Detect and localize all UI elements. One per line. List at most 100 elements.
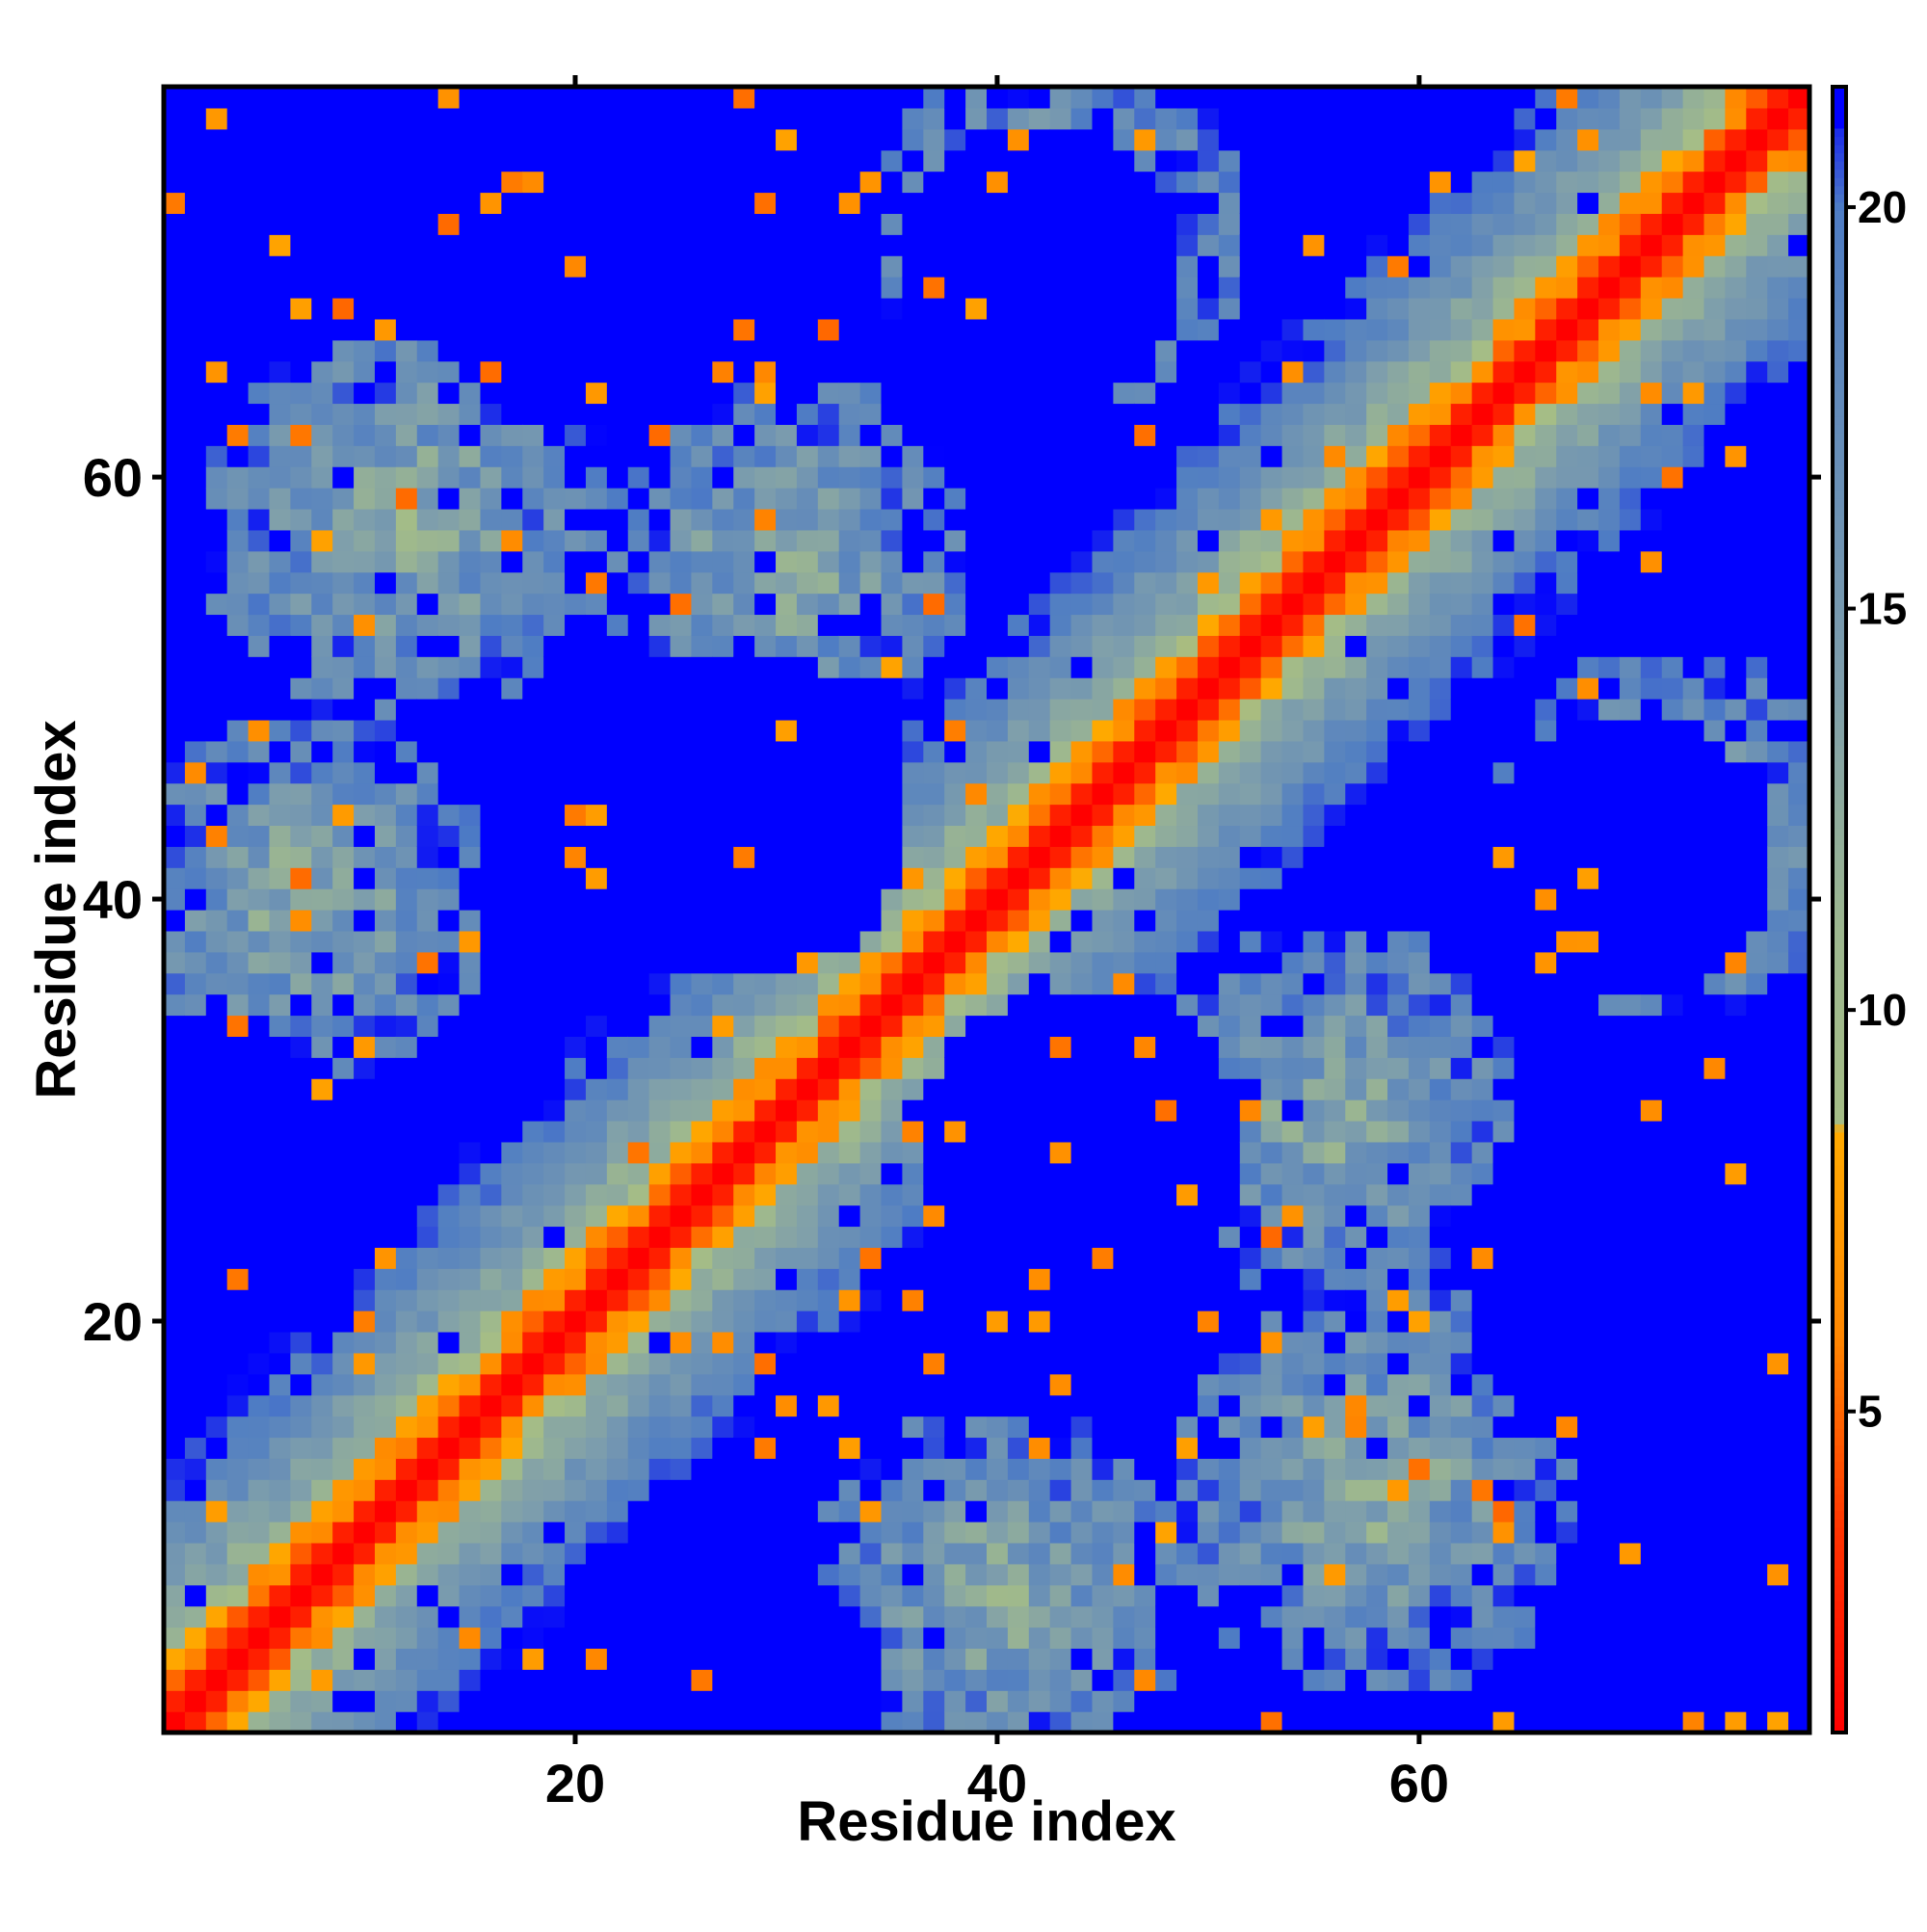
heatmap-cell [585, 593, 608, 616]
heatmap-cell [1408, 318, 1431, 341]
heatmap-cell [881, 782, 904, 806]
heatmap-cell [1049, 424, 1072, 446]
heatmap-cell [374, 910, 397, 932]
heatmap-cell [1113, 1352, 1135, 1375]
heatmap-cell [543, 867, 566, 889]
heatmap-cell [1049, 719, 1072, 742]
heatmap-cell [733, 403, 755, 425]
heatmap-cell [248, 1437, 271, 1459]
heatmap-cell [164, 1352, 186, 1375]
heatmap-cell [459, 1627, 482, 1650]
heatmap-cell [437, 867, 461, 889]
heatmap-cell [944, 403, 966, 425]
heatmap-cell [311, 593, 333, 616]
heatmap-cell [1218, 1605, 1241, 1628]
heatmap-cell [838, 1669, 861, 1691]
heatmap-cell [248, 297, 271, 320]
heatmap-cell [648, 1078, 672, 1100]
heatmap-cell [1408, 614, 1431, 636]
heatmap-cell [290, 699, 312, 721]
heatmap-cell [670, 128, 693, 151]
heatmap-cell [290, 888, 312, 911]
heatmap-cell [1070, 593, 1094, 616]
heatmap-cell [1155, 550, 1177, 573]
heatmap-cell [437, 445, 461, 467]
heatmap-cell [1176, 488, 1199, 510]
heatmap-cell [838, 1584, 861, 1607]
heatmap-cell [987, 508, 1009, 531]
heatmap-cell [1260, 719, 1283, 742]
heatmap-cell [1345, 571, 1367, 595]
heatmap-cell [416, 910, 439, 932]
heatmap-cell [1218, 1226, 1241, 1248]
heatmap-cell [480, 1669, 502, 1691]
heatmap-cell [1197, 1563, 1220, 1586]
heatmap-cell [796, 656, 819, 678]
heatmap-cell [1366, 107, 1388, 130]
heatmap-cell [1387, 213, 1410, 235]
heatmap-cell [1492, 910, 1516, 932]
heatmap-cell [1450, 972, 1473, 995]
heatmap-cell [881, 466, 904, 489]
heatmap-cell [1134, 1648, 1156, 1670]
heatmap-cell [1113, 888, 1135, 911]
heatmap-cell [1281, 1015, 1305, 1037]
heatmap-cell [1197, 1373, 1220, 1396]
heatmap-cell [459, 804, 482, 827]
heatmap-cell [1450, 699, 1473, 721]
heatmap-cell [1260, 1563, 1283, 1586]
heatmap-cell [670, 1141, 693, 1164]
heatmap-cell [1007, 910, 1030, 932]
heatmap-cell [1345, 107, 1367, 130]
heatmap-cell [691, 782, 713, 806]
heatmap-cell [522, 87, 544, 109]
heatmap-cell [796, 192, 819, 214]
heatmap-cell [290, 1458, 312, 1480]
heatmap-cell [459, 888, 482, 911]
heatmap-cell [733, 1247, 755, 1269]
heatmap-cell [965, 656, 988, 678]
heatmap-cell [902, 910, 924, 932]
heatmap-cell [332, 1331, 355, 1354]
heatmap-cell [817, 1162, 840, 1185]
heatmap-cell [164, 424, 186, 446]
heatmap-cell [796, 1183, 819, 1206]
heatmap-cell [1113, 1458, 1135, 1480]
heatmap-cell [1197, 740, 1220, 763]
heatmap-cell [1176, 213, 1199, 235]
heatmap-cell [248, 360, 271, 384]
heatmap-cell [1028, 297, 1051, 320]
heatmap-cell [248, 339, 271, 362]
heatmap-cell [648, 1394, 672, 1417]
heatmap-cell [1092, 804, 1114, 827]
heatmap-cell [1471, 740, 1494, 763]
heatmap-cell [1387, 403, 1410, 425]
heatmap-cell [205, 1542, 228, 1565]
heatmap-cell [606, 1690, 629, 1712]
heatmap-cell [1070, 1015, 1094, 1037]
heatmap-cell [902, 1162, 924, 1185]
heatmap-cell [522, 1605, 544, 1628]
heatmap-cell [585, 1141, 608, 1164]
heatmap-cell [565, 740, 587, 763]
heatmap-cell [1049, 804, 1072, 827]
heatmap-cell [565, 571, 587, 595]
heatmap-cell [184, 297, 207, 320]
heatmap-cell [480, 1394, 502, 1417]
heatmap-cell [1007, 1141, 1030, 1164]
heatmap-cell [374, 382, 397, 405]
heatmap-cell [1408, 1120, 1431, 1143]
heatmap-cell [838, 972, 861, 995]
heatmap-cell [354, 593, 376, 616]
heatmap-cell [1408, 1352, 1431, 1375]
heatmap-cell [522, 403, 544, 425]
heatmap-cell [1218, 1500, 1241, 1522]
heatmap-cell [859, 107, 883, 130]
heatmap-cell [965, 930, 988, 953]
heatmap-cell [1408, 213, 1431, 235]
heatmap-cell [1345, 488, 1367, 510]
heatmap-cell [1028, 1289, 1051, 1311]
heatmap-cell [1429, 1584, 1452, 1607]
heatmap-cell [1070, 1120, 1094, 1143]
heatmap-cell [712, 1226, 734, 1248]
